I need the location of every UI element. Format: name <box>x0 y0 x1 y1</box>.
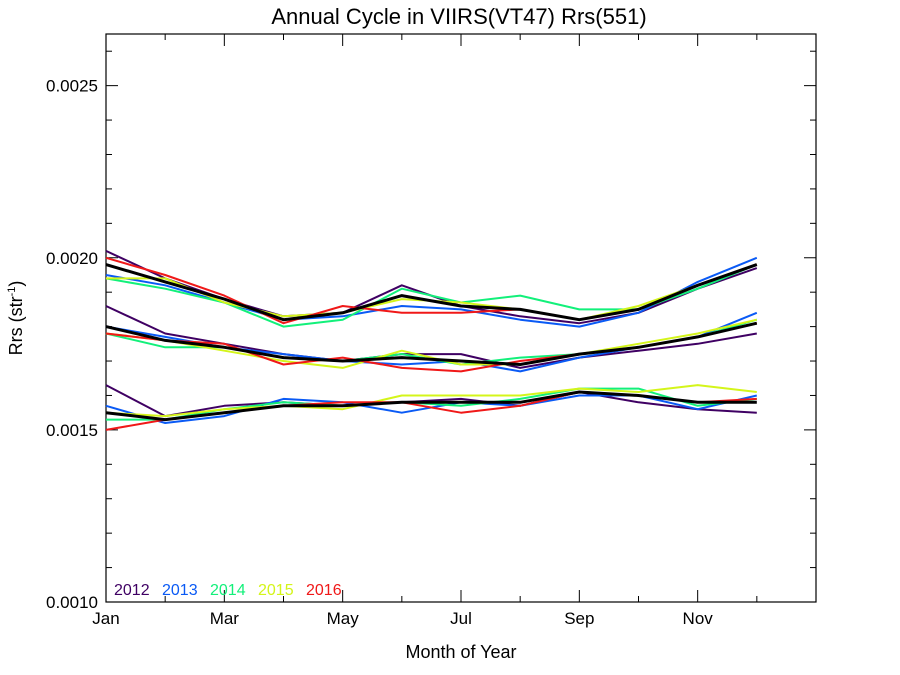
series-group-1 <box>105 249 758 328</box>
x-tick-label: Jul <box>450 609 472 628</box>
y-axis-title-close: ) <box>6 281 26 287</box>
y-axis-title-superscript: -1 <box>6 287 18 297</box>
legend-item-2014: 2014 <box>210 582 246 599</box>
x-tick-label: Sep <box>564 609 594 628</box>
legend-item-2015: 2015 <box>258 582 294 599</box>
mean-line <box>105 390 757 422</box>
y-tick-label: 0.0020 <box>46 249 98 268</box>
series-group-3 <box>105 384 758 431</box>
legend-item-2016: 2016 <box>306 582 342 599</box>
x-tick-label: May <box>327 609 360 628</box>
series-group-2 <box>105 305 758 373</box>
legend-item-2012: 2012 <box>114 582 150 599</box>
series-line-2015 <box>105 318 758 369</box>
mean-line <box>105 321 758 366</box>
axis-ticks <box>105 34 816 603</box>
series-layer <box>105 249 758 431</box>
y-axis-title: Rrs (str-1) <box>6 281 26 356</box>
axis-tick-labels: Jan Mar May Jul Sep Nov 0.0010 0.0015 0.0020 0.00… <box>46 77 713 628</box>
chart-title: Annual Cycle in VIIRS(VT47) Rrs(551) <box>271 4 646 29</box>
y-axis-title-main: Rrs (str <box>6 296 26 355</box>
series-line-2012 <box>105 305 757 369</box>
x-axis-title: Month of Year <box>405 642 516 662</box>
series-line-2012 <box>105 384 757 418</box>
x-tick-label: Mar <box>210 609 240 628</box>
plot-frame <box>105 33 817 603</box>
y-tick-label: 0.0015 <box>46 421 98 440</box>
series-line-2015 <box>105 384 757 418</box>
legend-item-2013: 2013 <box>162 582 198 599</box>
series-line-2016 <box>105 256 758 325</box>
legend: 2012 2013 2014 2015 2016 <box>114 582 342 599</box>
y-tick-label: 0.0025 <box>46 77 98 96</box>
x-tick-label: Nov <box>683 609 714 628</box>
mean-line <box>105 263 758 322</box>
x-tick-label: Jan <box>92 609 119 628</box>
y-tick-label: 0.0010 <box>46 593 98 612</box>
